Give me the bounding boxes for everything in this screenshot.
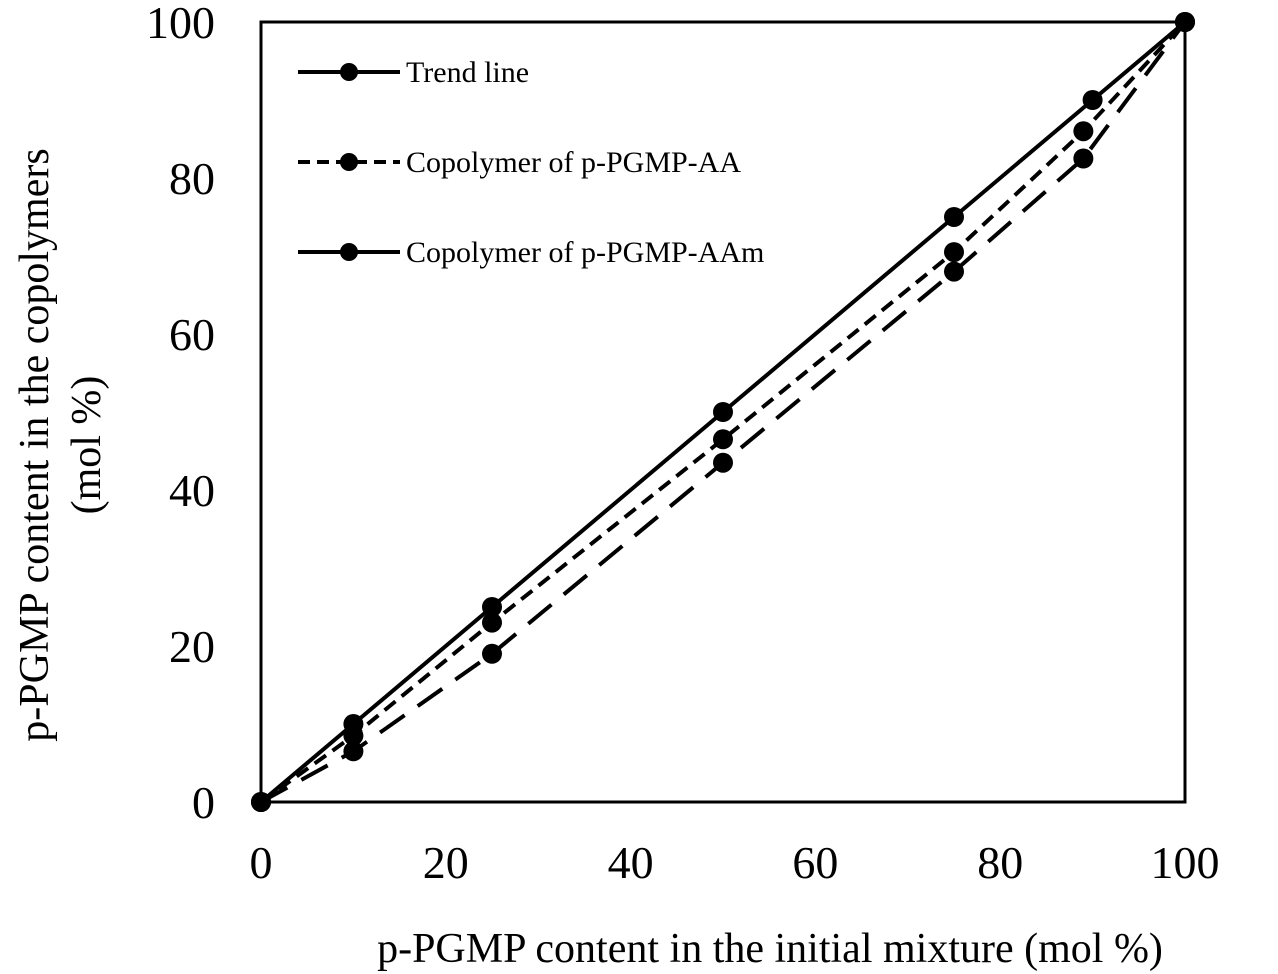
y-tick-label: 20 [169,621,215,672]
data-point [1073,121,1094,142]
y-tick-label: 0 [192,777,215,828]
legend-marker [340,63,358,81]
data-point [1073,148,1094,169]
series-s0 [251,12,1195,812]
data-point [944,242,964,263]
data-point [713,452,733,473]
legend-label: Copolymer of p-PGMP-AA [406,146,741,179]
data-point [251,792,271,812]
y-tick-label: 80 [169,153,215,204]
x-tick-label: 40 [608,837,654,888]
data-point [343,741,364,762]
data-point [1175,12,1195,32]
data-point [944,261,964,282]
x-tick-label: 20 [423,837,469,888]
x-tick-label: 60 [792,837,838,888]
legend-label: Copolymer of p-PGMP-AAm [406,236,764,269]
legend: Trend line Copolymer of p-PGMP-AA Copolyme… [298,56,764,269]
data-point [1082,90,1103,110]
y-tick-label: 40 [169,465,215,516]
data-point [482,643,502,664]
data-point [944,207,964,227]
legend-item: Copolymer of p-PGMP-AA [298,146,741,179]
x-tick-label: 0 [250,837,273,888]
data-point [713,402,733,422]
x-axis-title: p-PGMP content in the initial mixture (m… [377,926,1163,972]
legend-marker [340,243,358,261]
data-point [482,612,502,633]
legend-marker [340,153,358,171]
data-point [713,429,733,450]
data-point [482,597,502,617]
x-tick-labels: 0 20 40 60 80 100 [250,837,1220,888]
series-group [251,12,1195,812]
x-tick-label: 100 [1151,837,1220,888]
y-tick-labels: 0 20 40 60 80 100 [146,0,215,828]
data-point [343,714,364,734]
y-axis-title-line1: p-PGMP content in the copolymers [12,148,58,741]
x-tick-label: 80 [977,837,1023,888]
y-axis-title-line2: (mol %) [64,376,110,515]
legend-item: Copolymer of p-PGMP-AAm [298,236,764,269]
legend-item: Trend line [298,56,529,89]
legend-label: Trend line [406,56,529,89]
y-tick-label: 60 [169,309,215,360]
y-tick-label: 100 [146,0,215,48]
